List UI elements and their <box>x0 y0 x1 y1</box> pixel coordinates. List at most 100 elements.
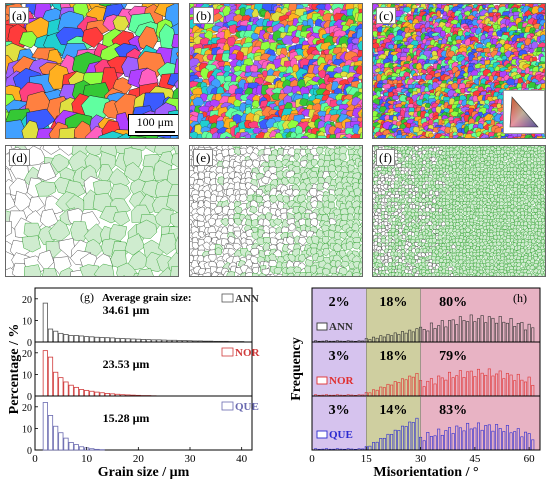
subplot-frame <box>34 395 253 451</box>
x-tick-label: 45 <box>469 453 481 465</box>
y-tick-label: 20 <box>22 295 32 306</box>
ebsd-map-a: (a) 100 μm <box>5 3 179 139</box>
average-size-title: Average grain size: <box>102 292 192 304</box>
legend-label: ANN <box>329 321 353 333</box>
histogram-bar <box>53 371 59 397</box>
histogram-bar <box>94 448 100 451</box>
legend-swatch <box>316 430 328 439</box>
histogram-bar <box>58 432 64 451</box>
histogram-bar <box>89 336 95 343</box>
region-percentage: 3% <box>329 403 350 418</box>
panel-label-b: (b) <box>193 7 215 24</box>
panel-label-g: (g) <box>80 290 94 304</box>
histogram-bar <box>47 328 54 343</box>
histogram-bar <box>63 381 69 397</box>
average-size-value: 15.28 μm <box>103 411 150 425</box>
region-percentage: 14% <box>379 403 407 418</box>
panel-label-c: (c) <box>376 7 397 24</box>
legend-label: QUE <box>235 401 259 413</box>
x-tick-label: 20 <box>133 453 145 465</box>
histogram-bar <box>94 391 100 397</box>
x-axis-title: Misorientation / ° <box>373 465 478 480</box>
histogram-bar <box>47 415 54 451</box>
histogram-bar <box>47 356 54 397</box>
panel-label-d: (d) <box>9 149 31 166</box>
legend-swatch <box>221 347 234 357</box>
region-shade <box>366 396 421 450</box>
region-shade <box>366 288 421 342</box>
histogram-bar <box>42 302 48 343</box>
histogram-bar <box>78 335 85 343</box>
histogram-bar <box>63 437 69 451</box>
histogram-bar <box>89 448 95 451</box>
histogram-bar <box>84 389 90 397</box>
histogram-bar <box>73 444 79 451</box>
subplot-frame <box>311 395 541 451</box>
region-percentage: 3% <box>329 349 350 364</box>
histogram-bar <box>73 386 79 397</box>
average-size-value: 23.53 μm <box>103 357 150 371</box>
histogram-bar <box>120 338 126 343</box>
histogram-bar <box>89 390 95 397</box>
legend-label: NOR <box>329 375 355 387</box>
panel-label-h: (h) <box>513 291 527 305</box>
x-axis-title: Grain size / μm <box>98 465 190 480</box>
legend-swatch <box>221 293 234 303</box>
legend-swatch <box>221 401 234 411</box>
region-percentage: 80% <box>439 295 467 310</box>
x-tick-label: 30 <box>415 453 427 465</box>
histogram-bar <box>73 335 79 343</box>
average-size-value: 34.61 μm <box>103 303 150 317</box>
histogram-bar <box>94 336 100 343</box>
x-tick-label: 40 <box>236 453 248 465</box>
legend-label: ANN <box>235 293 259 305</box>
histogram-bar <box>42 350 48 397</box>
region-shade <box>312 288 367 342</box>
x-tick-label: 30 <box>185 453 197 465</box>
region-percentage: 83% <box>439 403 467 418</box>
panel-label-a: (a) <box>9 7 30 24</box>
x-tick-label: 10 <box>81 453 93 465</box>
scale-bar-label: 100 μm <box>136 115 174 129</box>
scale-bar-line <box>135 131 175 133</box>
histogram-bar <box>58 332 64 343</box>
boundary-map-f: (f) <box>372 145 546 277</box>
histogram-bar <box>84 336 90 343</box>
histogram-bar <box>53 330 59 343</box>
histogram-bar <box>63 334 69 343</box>
region-shade <box>312 396 367 450</box>
y-tick-label: 10 <box>22 424 32 435</box>
region-shade <box>366 342 421 396</box>
legend-swatch <box>316 376 328 385</box>
histogram-bar <box>53 425 59 451</box>
x-tick-label: 0 <box>309 453 315 465</box>
legend-label: NOR <box>235 347 261 359</box>
legend-swatch <box>316 322 328 331</box>
ebsd-map-b: (b) <box>189 3 363 139</box>
histogram-bar <box>115 337 121 343</box>
region-percentage: 18% <box>379 295 407 310</box>
boundary-map-d: (d) <box>5 145 179 277</box>
histogram-bar <box>104 337 110 343</box>
x-tick-label: 0 <box>32 453 38 465</box>
y-tick-label: 20 <box>22 403 32 414</box>
ebsd-map-c: (c) <box>372 3 546 139</box>
histogram-bar <box>58 377 64 397</box>
x-tick-label: 60 <box>524 453 536 465</box>
histogram-bar <box>68 442 74 451</box>
ipf-color-key <box>503 90 545 134</box>
y-tick-label: 10 <box>22 316 32 327</box>
y-tick-label: 0 <box>27 392 32 403</box>
x-tick-label: 15 <box>361 453 373 465</box>
scale-bar: 100 μm <box>128 114 178 136</box>
boundary-map-e: (e) <box>189 145 363 277</box>
histogram-bar <box>78 389 85 397</box>
panel-label-e: (e) <box>193 149 214 166</box>
histogram-bar <box>109 337 116 343</box>
region-shade <box>420 342 540 396</box>
y-tick-label: 20 <box>22 349 32 360</box>
y-tick-label: 0 <box>27 338 32 349</box>
region-shade <box>312 342 367 396</box>
y-axis-title: Percentage / % <box>7 324 22 415</box>
region-percentage: 18% <box>379 349 407 364</box>
